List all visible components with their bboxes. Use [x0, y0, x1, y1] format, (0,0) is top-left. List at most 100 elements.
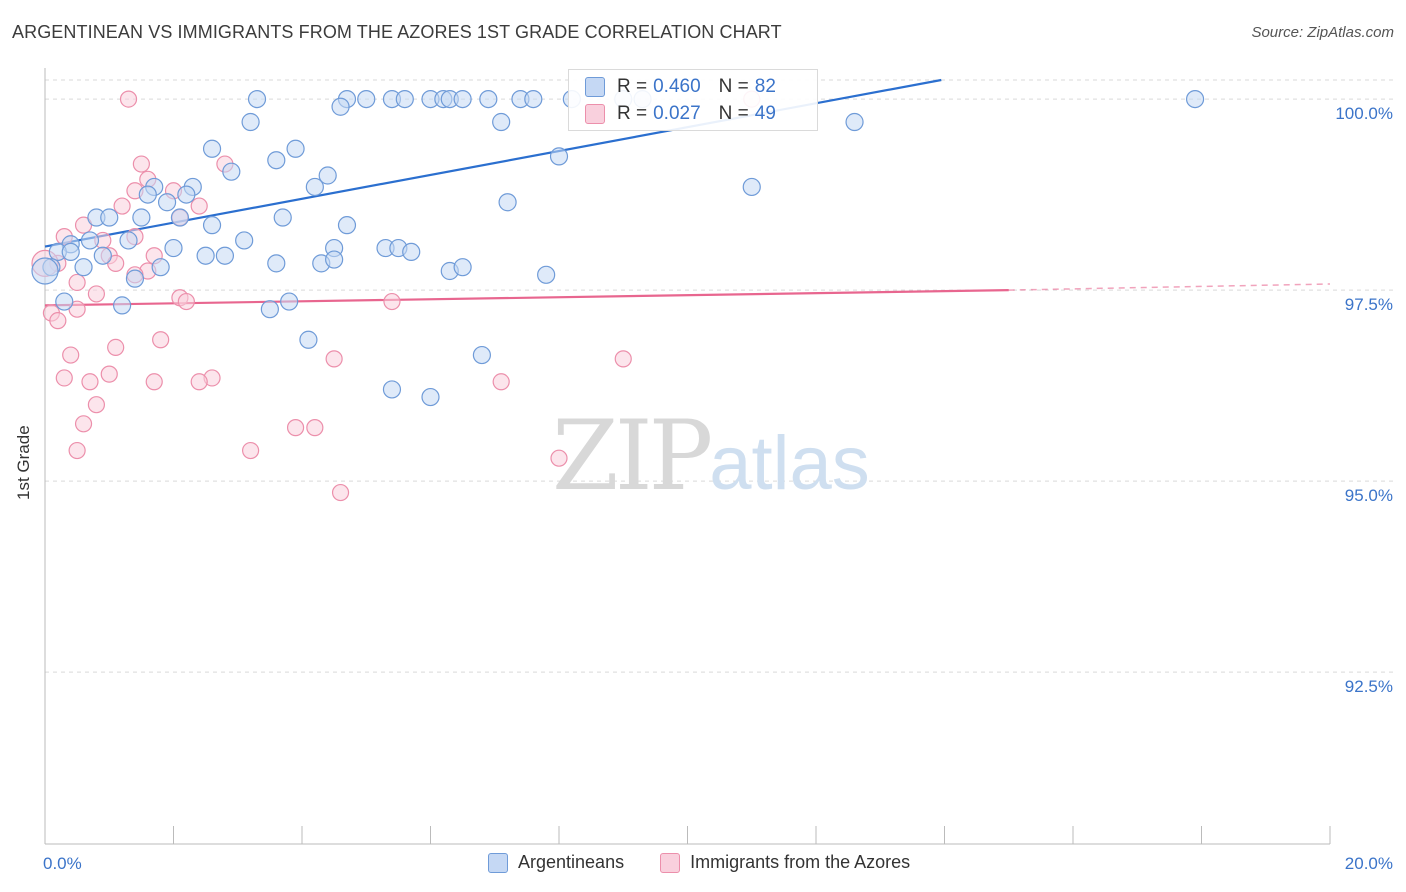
azores-point: [145, 373, 163, 391]
source-credit: Source: ZipAtlas.com: [1251, 24, 1394, 41]
argentineans-point: [479, 89, 498, 109]
argentineans-point: [537, 265, 556, 284]
azores-point: [242, 441, 260, 460]
axes: [44, 68, 1331, 845]
azores-point: [62, 346, 80, 364]
zipatlas-watermark: ZIPatlas: [552, 400, 870, 512]
y-tick-label: 95.0%: [1345, 486, 1393, 505]
argentineans-point: [453, 258, 472, 277]
argentineans-point: [112, 296, 132, 315]
argentineans-point: [235, 231, 254, 250]
argentineans-point: [222, 162, 241, 181]
azores-point: [383, 292, 401, 311]
argentineans-point: [280, 292, 299, 311]
x-tick-label: 20.0%: [1345, 854, 1393, 873]
argentineans-point: [318, 166, 337, 185]
argentineans-point: [260, 300, 279, 319]
legend-label: Immigrants from the Azores: [690, 852, 911, 872]
argentineans-point: [453, 89, 472, 109]
azores-point: [614, 350, 632, 368]
argentineans-point: [125, 269, 145, 288]
azores-point: [87, 285, 106, 303]
tick-labels: 92.5% 95.0% 97.5% 100.0% 0.0% 20.0%: [43, 104, 1393, 873]
argentineans-point: [138, 185, 157, 204]
series-argentineans-points: [31, 89, 1205, 407]
stats-row-argentineans: R = 0.460 N = 82: [585, 76, 776, 98]
argentineans-point: [492, 112, 511, 132]
azores-point: [107, 338, 125, 356]
grid-lines: [45, 79, 1394, 673]
azores-point: [190, 373, 208, 391]
legend-label: Argentineans: [518, 852, 625, 872]
argentineans-point: [93, 246, 112, 265]
y-tick-label: 100.0%: [1335, 104, 1393, 123]
argentineans-point: [132, 208, 151, 227]
azores-point: [286, 419, 305, 437]
y-tick-label: 97.5%: [1345, 295, 1393, 314]
stats-row-azores: R = 0.027 N = 49: [585, 103, 776, 125]
argentineans-point: [1185, 89, 1205, 109]
argentineans-point: [742, 177, 761, 197]
y-axis-label: 1st Grade: [14, 425, 33, 500]
argentineans-point: [202, 216, 222, 235]
azores-point: [87, 396, 106, 414]
bottom-legend: Argentineans Immigrants from the Azores: [488, 852, 932, 873]
argentineans-point: [119, 231, 138, 250]
azores-point: [68, 441, 86, 460]
argentineans-point: [31, 257, 59, 285]
argentineans-point: [215, 246, 234, 265]
argentineans-point: [524, 89, 543, 109]
legend-item-argentineans[interactable]: Argentineans: [488, 852, 624, 873]
pink-swatch: [585, 104, 605, 124]
azores-point: [119, 90, 138, 108]
azores-point: [152, 331, 170, 349]
azores-point: [306, 419, 324, 437]
watermark-zip: ZIP: [552, 400, 713, 512]
argentineans-point: [241, 112, 260, 132]
argentineans-point: [267, 151, 286, 170]
argentineans-point: [472, 345, 491, 365]
azores-point: [177, 292, 195, 311]
azores-point: [74, 415, 93, 433]
azores-trend-line: [44, 289, 1009, 307]
argentineans-point: [164, 238, 183, 258]
argentineans-point: [382, 380, 402, 399]
r-value: 0.027: [653, 103, 701, 124]
azores-point: [49, 312, 67, 330]
azores-point: [100, 365, 118, 383]
blue-swatch: [585, 77, 605, 97]
argentineans-point: [331, 97, 350, 116]
argentineans-point: [421, 387, 440, 407]
azores-point: [550, 449, 568, 467]
argentineans-point: [151, 258, 170, 277]
azores-point: [132, 155, 150, 173]
argentineans-point: [845, 112, 864, 132]
argentineans-point: [74, 258, 93, 277]
argentineans-point: [247, 89, 267, 109]
azores-trend-extension: [1008, 283, 1331, 291]
azores-point: [190, 197, 208, 215]
y-tick-label: 92.5%: [1345, 677, 1393, 696]
r-label: R =: [617, 103, 648, 124]
watermark-atlas: atlas: [709, 421, 870, 506]
blue-swatch: [488, 852, 508, 873]
n-label: N =: [718, 103, 749, 124]
argentineans-point: [196, 246, 215, 265]
azores-point: [81, 373, 99, 391]
azores-point: [113, 197, 131, 215]
argentineans-point: [267, 254, 286, 273]
argentineans-point: [357, 89, 376, 109]
azores-point: [492, 373, 510, 391]
r-value: 0.460: [653, 76, 701, 97]
argentineans-point: [402, 242, 421, 261]
argentineans-point: [299, 330, 318, 349]
argentineans-point: [325, 250, 344, 269]
r-label: R =: [617, 76, 648, 97]
azores-point: [331, 483, 350, 502]
n-value: 82: [754, 76, 776, 97]
argentineans-point: [80, 231, 100, 250]
legend-item-azores[interactable]: Immigrants from the Azores: [660, 852, 910, 873]
argentineans-point: [305, 177, 324, 197]
argentineans-point: [202, 139, 222, 158]
argentineans-point: [55, 292, 74, 311]
